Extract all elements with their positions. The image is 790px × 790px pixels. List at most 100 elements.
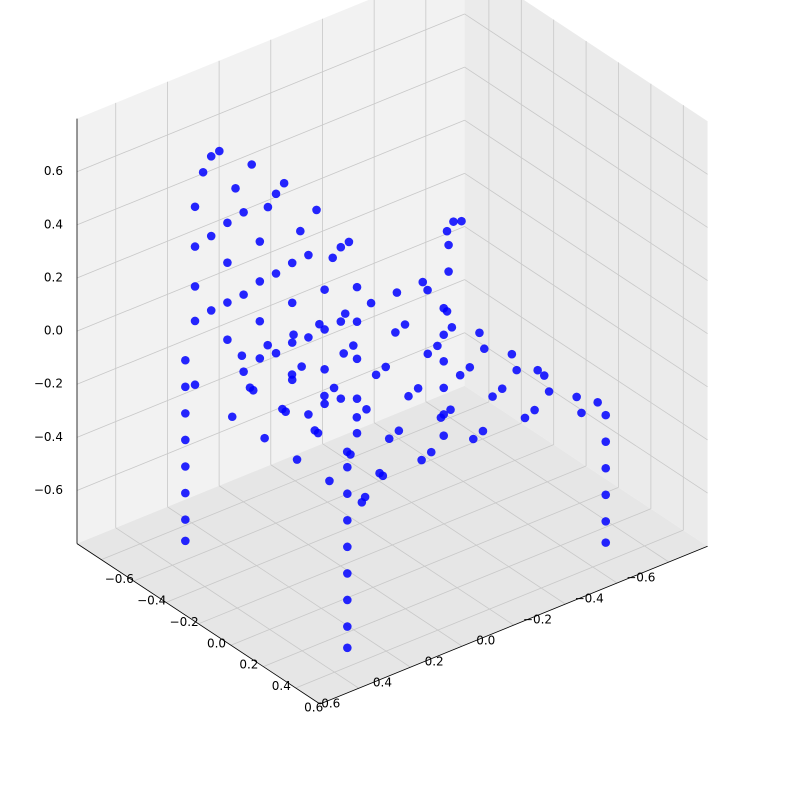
data-point xyxy=(181,462,190,471)
data-point xyxy=(423,285,432,295)
data-point xyxy=(227,412,237,422)
data-point xyxy=(287,338,297,347)
data-point xyxy=(439,303,449,313)
data-point xyxy=(601,437,611,446)
data-point xyxy=(181,435,190,445)
data-point xyxy=(391,328,400,337)
data-point xyxy=(239,290,248,299)
gridline-y-floor xyxy=(218,485,463,647)
x-tick-label: 0.0 xyxy=(207,636,226,650)
data-point xyxy=(344,237,354,247)
y-tick-label: −0.6 xyxy=(626,570,655,584)
data-point xyxy=(468,434,478,444)
data-point xyxy=(190,242,200,251)
data-point xyxy=(278,404,287,414)
z-tick-label: 0.2 xyxy=(44,270,63,284)
data-point xyxy=(206,231,216,241)
x-tick-label: 0.2 xyxy=(239,658,258,672)
gridline-z-back xyxy=(76,66,465,226)
data-point xyxy=(572,392,581,402)
data-point xyxy=(507,349,517,359)
gridline-z-side xyxy=(464,279,708,441)
data-point xyxy=(349,341,358,350)
data-point xyxy=(418,277,428,287)
data-point xyxy=(413,384,423,393)
data-point xyxy=(190,380,200,390)
x-tick-label: −0.2 xyxy=(170,615,199,629)
gridline-z-side xyxy=(464,173,708,335)
data-point xyxy=(279,178,289,188)
data-point xyxy=(181,409,190,418)
data-point xyxy=(247,160,257,169)
data-point xyxy=(297,362,306,371)
data-point xyxy=(339,349,348,358)
data-point xyxy=(181,488,190,498)
data-point xyxy=(336,394,346,403)
data-point xyxy=(381,362,391,372)
data-point xyxy=(223,258,232,267)
data-point xyxy=(320,325,329,334)
data-point xyxy=(539,371,549,380)
data-point xyxy=(601,490,611,500)
data-point xyxy=(478,426,488,436)
data-point xyxy=(255,316,265,326)
tick-labels: −0.6−0.4−0.20.00.20.40.6−0.6−0.4−0.20.00… xyxy=(34,164,656,714)
y-tick-label: −0.2 xyxy=(523,613,552,627)
axis-lines xyxy=(76,118,708,705)
data-point xyxy=(336,242,346,252)
data-point xyxy=(384,434,394,443)
data-point xyxy=(447,323,457,332)
data-point xyxy=(198,167,208,177)
gridline-z-back xyxy=(76,172,465,332)
gridline-z-back xyxy=(76,226,465,385)
data-point xyxy=(310,426,320,435)
gridline-z-back xyxy=(76,279,465,438)
data-point xyxy=(271,348,281,358)
data-point xyxy=(400,320,410,329)
data-point xyxy=(329,383,339,393)
data-point xyxy=(215,146,224,156)
data-point xyxy=(340,309,350,318)
data-point xyxy=(239,207,248,217)
data-point xyxy=(497,384,507,393)
data-point xyxy=(296,226,305,236)
data-points xyxy=(181,146,611,653)
data-point xyxy=(442,226,452,236)
data-point xyxy=(255,237,265,246)
data-point xyxy=(289,330,298,339)
data-point xyxy=(181,355,190,365)
z-tick-label: 0.0 xyxy=(44,324,63,338)
data-point xyxy=(255,277,265,286)
z-tick-label: −0.2 xyxy=(34,377,63,391)
x-tick-label: 0.4 xyxy=(272,679,291,693)
data-point xyxy=(328,253,338,263)
data-point xyxy=(190,316,200,326)
data-point xyxy=(304,250,313,260)
data-point xyxy=(439,330,449,340)
gridline-z-side xyxy=(464,119,708,281)
gridline-z-back xyxy=(76,332,465,491)
data-point xyxy=(423,349,433,359)
data-point xyxy=(439,431,449,440)
data-point xyxy=(231,184,240,193)
data-point xyxy=(362,405,371,414)
data-point xyxy=(488,392,497,401)
data-point xyxy=(457,216,466,226)
data-point xyxy=(601,410,611,420)
y-tick-label: 0.6 xyxy=(321,697,340,711)
gridline-z-back xyxy=(76,119,465,279)
data-point xyxy=(320,399,329,409)
z-tick-label: −0.6 xyxy=(34,483,63,497)
data-point xyxy=(352,428,362,438)
axis-panes xyxy=(77,0,708,704)
data-point xyxy=(352,394,362,403)
data-point xyxy=(465,362,475,372)
data-point xyxy=(320,285,329,294)
data-point xyxy=(206,152,216,161)
data-point xyxy=(255,354,265,363)
data-point xyxy=(352,354,362,364)
data-point xyxy=(601,463,611,473)
gridline-z-back xyxy=(76,13,465,173)
data-point xyxy=(439,383,449,393)
